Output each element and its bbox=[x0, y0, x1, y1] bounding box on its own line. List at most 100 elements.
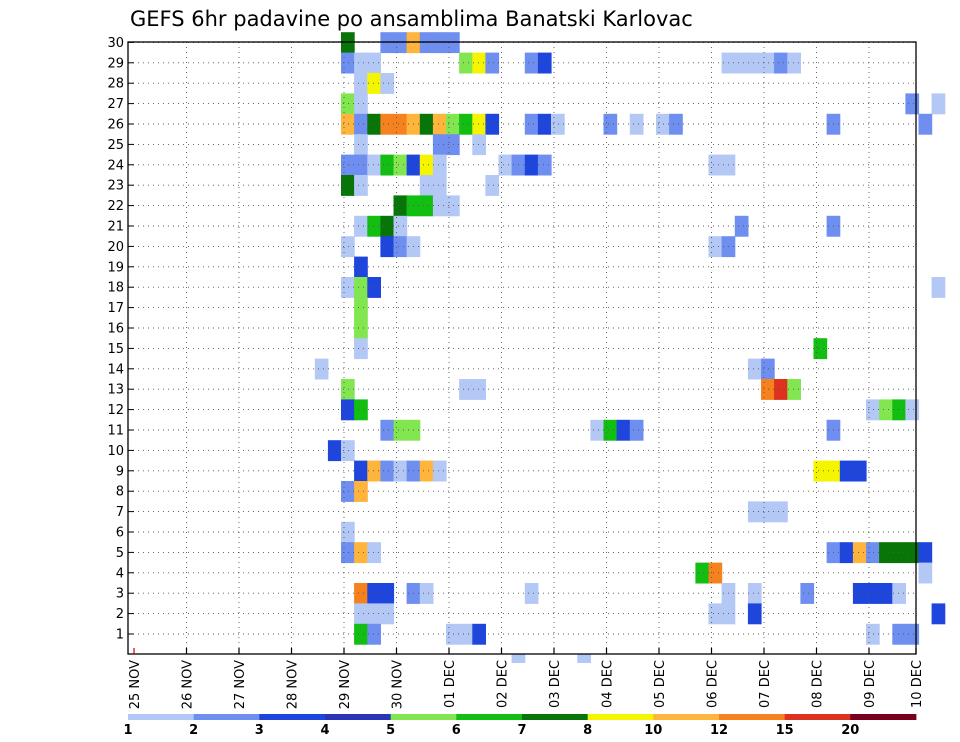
y-tick-label: 8 bbox=[116, 485, 124, 500]
precip-cell bbox=[432, 175, 447, 196]
precip-cell bbox=[459, 623, 473, 645]
precip-cell bbox=[367, 603, 381, 625]
colorbar-swatch bbox=[390, 714, 457, 720]
x-tick-label: 25 NOV bbox=[128, 660, 143, 709]
precip-cell bbox=[367, 277, 381, 298]
y-tick-label: 1 bbox=[116, 628, 124, 643]
precip-cell bbox=[367, 542, 381, 564]
precip-cell bbox=[787, 379, 801, 400]
precip-cell bbox=[446, 134, 460, 156]
precip-cell bbox=[734, 215, 749, 237]
precip-cell bbox=[380, 460, 395, 482]
precip-cell bbox=[367, 73, 381, 94]
precip-cell bbox=[852, 542, 867, 564]
precip-cell bbox=[380, 583, 395, 604]
precip-cell bbox=[354, 399, 368, 421]
precip-cell bbox=[839, 460, 854, 482]
x-tick-label: 07 DEC bbox=[758, 660, 773, 708]
y-tick-label: 24 bbox=[107, 158, 124, 173]
colorbar-label: 20 bbox=[841, 723, 859, 738]
precip-cell bbox=[761, 379, 775, 400]
precip-cell bbox=[341, 399, 355, 421]
precip-cell bbox=[761, 358, 775, 380]
precip-cell bbox=[354, 460, 368, 482]
precip-cell bbox=[419, 154, 434, 176]
x-tick-label: 08 DEC bbox=[811, 660, 826, 708]
precip-cell bbox=[419, 175, 434, 196]
colorbar-label: 5 bbox=[386, 723, 395, 738]
y-tick-label: 10 bbox=[107, 444, 124, 459]
colorbar-swatch bbox=[128, 714, 195, 720]
precip-cell bbox=[380, 236, 395, 258]
precip-cell bbox=[905, 623, 920, 645]
precip-cell bbox=[892, 623, 906, 645]
precip-cell bbox=[472, 623, 486, 645]
y-tick-label: 15 bbox=[107, 342, 124, 357]
precip-cell bbox=[879, 399, 893, 421]
precip-cell bbox=[629, 113, 644, 135]
precip-cell bbox=[747, 603, 762, 625]
colorbar-label: 2 bbox=[189, 723, 198, 738]
precip-cell bbox=[393, 419, 408, 441]
colorbar-swatch bbox=[259, 714, 326, 720]
precip-cell bbox=[734, 52, 749, 74]
precip-cell bbox=[341, 175, 355, 196]
y-tick-label: 5 bbox=[116, 546, 124, 561]
precip-cell bbox=[432, 134, 447, 156]
precip-cell bbox=[918, 113, 933, 135]
y-tick-label: 11 bbox=[107, 424, 124, 439]
precip-cell bbox=[524, 52, 539, 74]
colorbar-label: 4 bbox=[320, 723, 329, 738]
precip-cell bbox=[354, 134, 368, 156]
precip-cell bbox=[446, 113, 460, 135]
precip-cell bbox=[918, 542, 933, 564]
precip-cell bbox=[419, 113, 434, 135]
precip-cell bbox=[354, 317, 368, 339]
precip-cell bbox=[524, 583, 539, 604]
precip-cell bbox=[485, 52, 500, 74]
precip-cell bbox=[892, 542, 906, 564]
precip-cell bbox=[354, 623, 368, 645]
precip-cell bbox=[537, 113, 552, 135]
precip-cell bbox=[774, 379, 788, 400]
precip-cell bbox=[354, 583, 368, 604]
precip-cell-below bbox=[511, 654, 526, 663]
precip-cell bbox=[380, 73, 395, 94]
x-tick-label: 30 NOV bbox=[391, 660, 406, 709]
colorbar-swatch bbox=[587, 714, 654, 720]
x-tick-label: 27 NOV bbox=[233, 660, 248, 709]
precip-cell bbox=[367, 215, 381, 237]
y-tick-label: 12 bbox=[107, 403, 124, 418]
precip-cell bbox=[747, 501, 762, 523]
precip-cell bbox=[866, 583, 880, 604]
precip-cell bbox=[498, 154, 513, 176]
precip-cell bbox=[419, 583, 434, 604]
precip-cell bbox=[419, 195, 434, 217]
precip-cell bbox=[892, 399, 906, 421]
precip-cell bbox=[380, 603, 395, 625]
y-tick-label: 29 bbox=[107, 56, 124, 71]
y-tick-label: 6 bbox=[116, 526, 124, 541]
y-tick-label: 16 bbox=[107, 322, 124, 337]
precip-cell bbox=[341, 379, 355, 400]
y-tick-label: 22 bbox=[107, 199, 124, 214]
precip-cell bbox=[472, 52, 486, 74]
y-tick-label: 18 bbox=[107, 281, 124, 296]
y-tick-label: 4 bbox=[116, 566, 124, 581]
precip-cell bbox=[551, 113, 565, 135]
colorbar-label: 15 bbox=[776, 723, 794, 738]
precip-cell bbox=[354, 297, 368, 319]
precip-cell bbox=[485, 175, 500, 196]
precip-cell bbox=[341, 440, 355, 462]
y-tick-label: 13 bbox=[107, 383, 124, 398]
precip-cell bbox=[800, 583, 815, 604]
y-tick-label: 3 bbox=[116, 587, 124, 602]
precip-cell bbox=[603, 113, 618, 135]
y-tick-label: 25 bbox=[107, 138, 124, 153]
colorbar-swatch bbox=[522, 714, 589, 720]
precip-cell bbox=[774, 52, 788, 74]
precip-cell bbox=[432, 154, 447, 176]
colorbar-label: 10 bbox=[644, 723, 662, 738]
y-tick-label: 2 bbox=[116, 607, 124, 622]
precip-cell bbox=[472, 134, 486, 156]
